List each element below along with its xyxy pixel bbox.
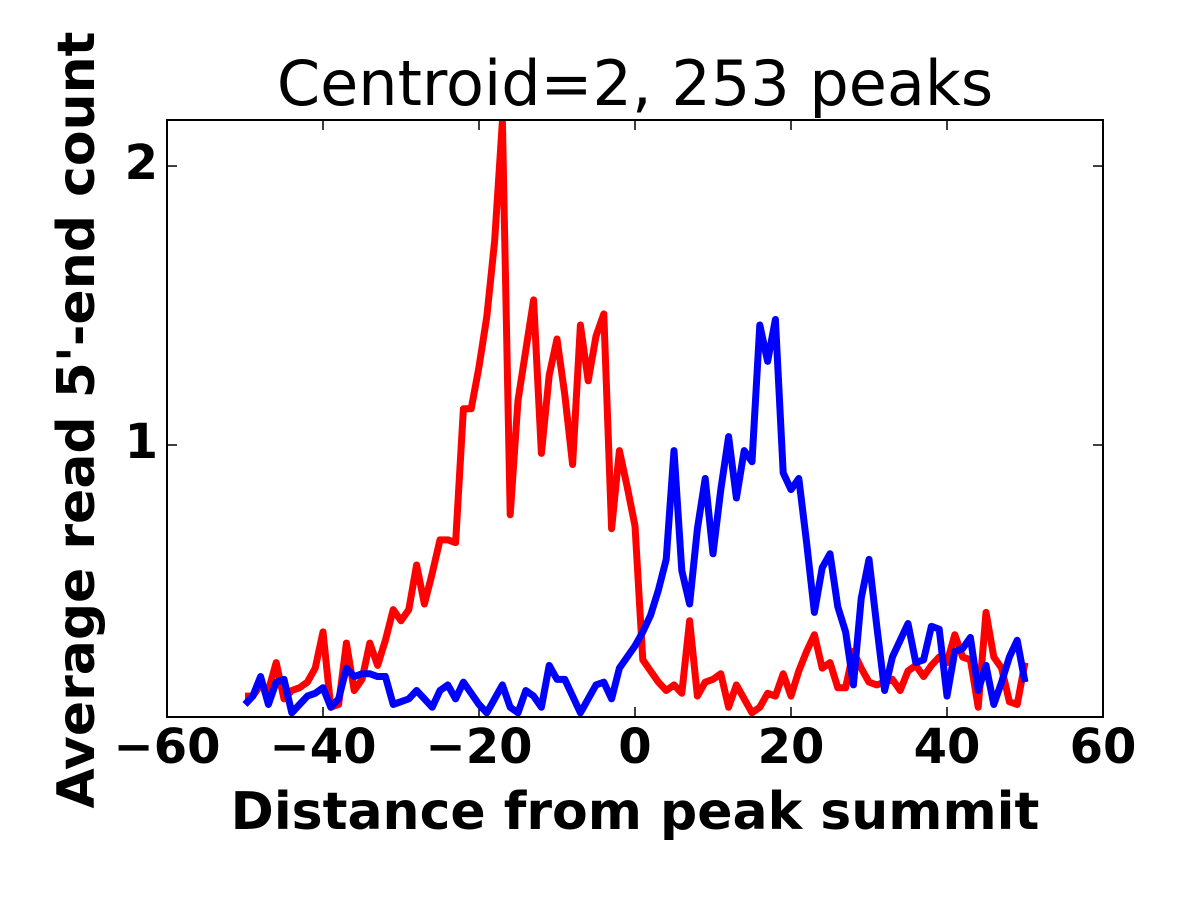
x-tick-label: 20 (758, 719, 825, 775)
x-tick-label: 60 (1070, 719, 1137, 775)
y-tick-label: 1 (125, 414, 158, 470)
x-tick-label: −60 (113, 719, 220, 775)
data-line (242, 315, 1029, 717)
x-tick-label: −40 (269, 719, 376, 775)
x-tick-label: 0 (618, 719, 651, 775)
x-tick-label: −20 (425, 719, 532, 775)
data-line (245, 120, 1029, 717)
plot-frame (166, 119, 1104, 718)
y-axis-label: Average read 5'-end count (47, 32, 107, 809)
x-axis-label: Distance from peak summit (231, 782, 1040, 842)
y-tick-label: 2 (125, 135, 158, 191)
chart-title: Centroid=2, 253 peaks (277, 47, 993, 120)
x-tick-label: 40 (914, 719, 981, 775)
